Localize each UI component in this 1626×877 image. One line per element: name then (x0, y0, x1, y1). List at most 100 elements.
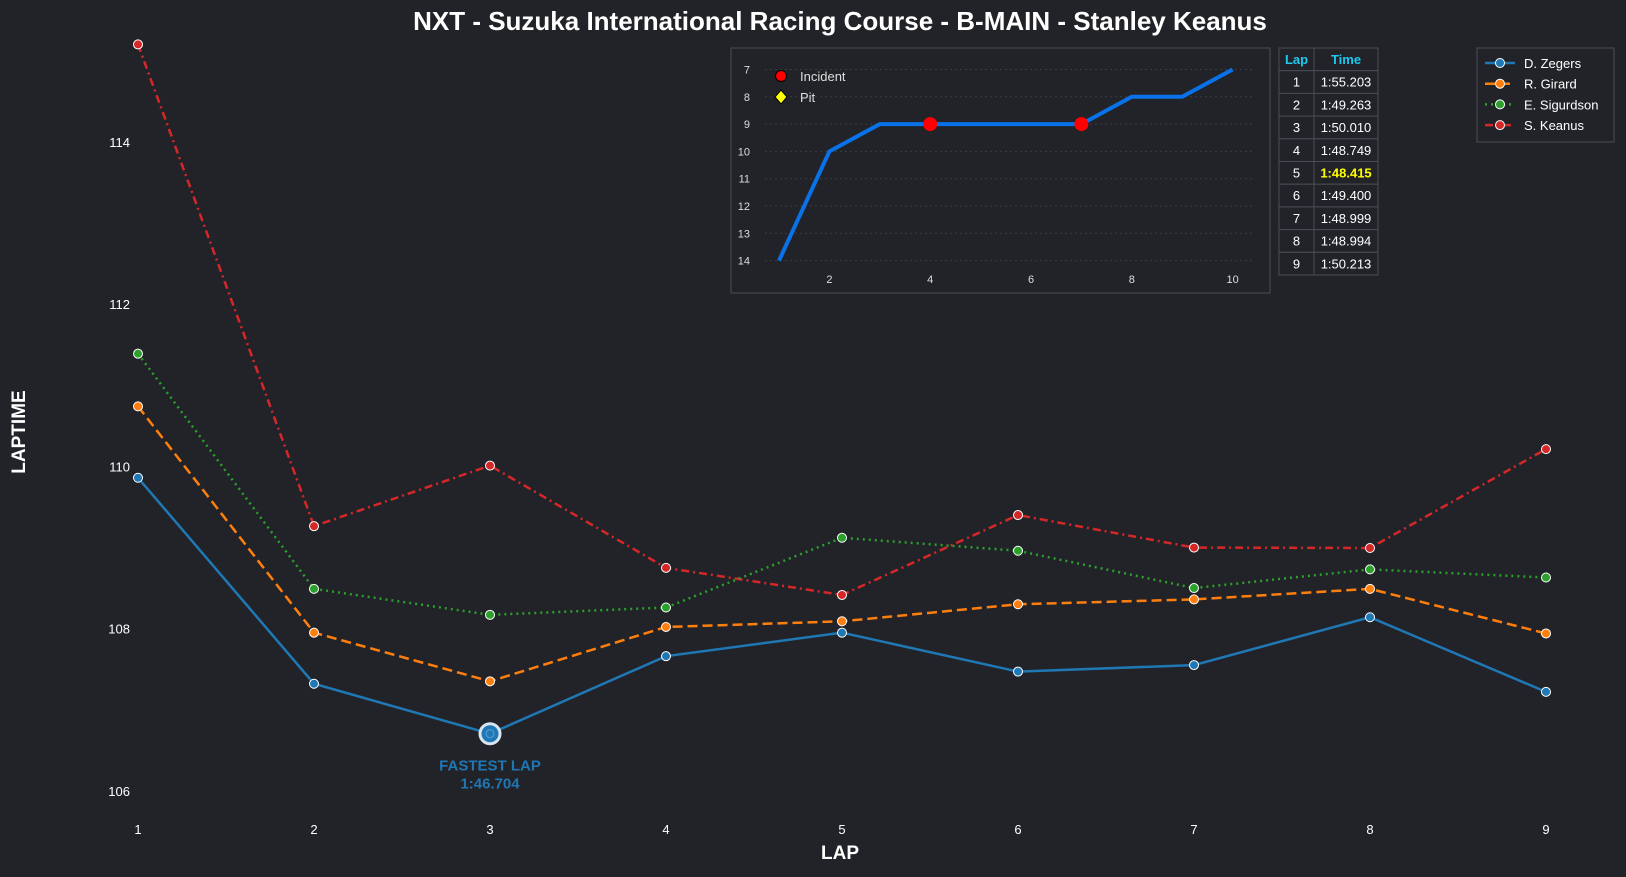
table-time: 1:50.213 (1321, 256, 1372, 271)
inset-y-tick: 14 (738, 256, 750, 268)
inset-y-tick: 9 (744, 119, 750, 131)
x-tick-label: 8 (1366, 822, 1373, 837)
legend-label: D. Zegers (1524, 56, 1582, 71)
data-point (1541, 572, 1551, 583)
legend-label: E. Sigurdson (1524, 97, 1598, 112)
x-tick-label: 1 (134, 822, 141, 837)
table-header: Time (1331, 52, 1361, 67)
fastest-lap-marker-inner (485, 729, 495, 739)
data-point (1365, 542, 1375, 553)
legend-label: R. Girard (1524, 77, 1577, 92)
table-header: Lap (1285, 52, 1308, 67)
incident-legend-icon (775, 70, 787, 82)
table-time: 1:48.415 (1320, 166, 1371, 181)
y-tick-label: 106 (108, 784, 130, 799)
data-point (1365, 564, 1375, 575)
data-point (661, 621, 671, 632)
data-point (1189, 660, 1199, 671)
data-point (1013, 545, 1023, 556)
table-lap: 1 (1293, 75, 1300, 90)
inset-x-tick: 4 (927, 274, 933, 286)
table-time: 1:49.263 (1321, 97, 1372, 112)
data-point (309, 678, 319, 689)
data-point (1189, 542, 1199, 553)
data-point (1541, 686, 1551, 697)
table-lap: 7 (1293, 211, 1300, 226)
pit-legend-label: Pit (800, 90, 816, 105)
x-axis-label: LAP (821, 843, 859, 864)
data-point (309, 627, 319, 638)
data-point (309, 521, 319, 532)
data-point (837, 627, 847, 638)
data-point (837, 589, 847, 600)
fastest-lap-time: 1:46.704 (460, 776, 520, 793)
x-tick-label: 2 (310, 822, 317, 837)
data-point (133, 472, 143, 483)
x-tick-label: 5 (838, 822, 845, 837)
legend: D. Zegers R. Girard E. Sigurdson S. Keanus (1476, 47, 1615, 143)
data-point (837, 532, 847, 543)
x-tick-label: 7 (1190, 822, 1197, 837)
fastest-lap-marker (478, 722, 502, 746)
data-point (485, 460, 495, 471)
table-lap: 9 (1293, 256, 1300, 271)
inset-y-tick: 7 (744, 65, 750, 77)
legend-marker (1495, 78, 1505, 89)
table-time: 1:49.400 (1321, 188, 1372, 203)
inset-x-tick: 6 (1028, 274, 1034, 286)
position-line (777, 67, 1234, 262)
data-point (837, 616, 847, 627)
data-point (661, 651, 671, 662)
pit-legend-icon (774, 89, 788, 105)
table-time: 1:55.203 (1321, 75, 1372, 90)
data-point (133, 401, 143, 412)
data-point (485, 676, 495, 687)
fastest-lap-label: FASTEST LAP (439, 758, 541, 775)
data-point (1013, 666, 1023, 677)
table-lap: 4 (1293, 143, 1300, 158)
y-axis-label: LAPTIME (9, 390, 30, 473)
series-line-d-zegers (137, 476, 1547, 736)
inset-x-tick: 2 (826, 274, 832, 286)
x-tick-label: 3 (486, 822, 493, 837)
table-time: 1:48.749 (1321, 143, 1372, 158)
data-point (485, 609, 495, 620)
data-point (1013, 599, 1023, 610)
x-tick-label: 9 (1542, 822, 1549, 837)
data-point (1365, 583, 1375, 594)
table-cell (1313, 251, 1379, 276)
y-tick-label: 112 (109, 297, 130, 312)
legend-label: S. Keanus (1524, 118, 1584, 133)
table-lap: 3 (1293, 120, 1300, 135)
data-point (1541, 628, 1551, 639)
laptime-table: Lap Time 1 1:55.203 2 1:49.263 3 1:50.010 4 1:48.… (1278, 47, 1379, 276)
position-inset-chart: 7 8 9 10 11 12 13 14 2 4 6 8 10 Incident Pit (730, 47, 1271, 294)
table-time: 1:48.999 (1321, 211, 1372, 226)
inset-y-tick: 8 (744, 92, 750, 104)
table-lap: 2 (1293, 97, 1300, 112)
table-lap: 5 (1293, 166, 1300, 181)
data-point (309, 583, 319, 594)
table-time: 1:48.994 (1321, 234, 1372, 249)
data-point (133, 348, 143, 359)
series-line-e-sigurdson (136, 352, 1547, 617)
legend-marker (1495, 58, 1505, 68)
data-point (661, 562, 671, 573)
inset-x-tick: 8 (1129, 274, 1135, 286)
data-point (133, 39, 143, 50)
inset-y-tick: 13 (738, 228, 750, 240)
inset-x-tick: 10 (1226, 274, 1238, 286)
x-tick-label: 6 (1014, 822, 1021, 837)
inset-y-tick: 11 (739, 174, 750, 186)
data-point (1013, 510, 1023, 521)
legend-marker (1495, 120, 1505, 131)
incident-marker (1074, 117, 1089, 132)
table-lap: 8 (1293, 234, 1300, 249)
inset-y-tick: 12 (738, 201, 750, 213)
y-tick-label: 110 (109, 459, 130, 474)
chart-title: NXT - Suzuka International Racing Course… (413, 6, 1267, 36)
data-point (1541, 444, 1551, 455)
incident-legend-label: Incident (800, 69, 846, 84)
inset-y-tick: 10 (738, 146, 750, 158)
